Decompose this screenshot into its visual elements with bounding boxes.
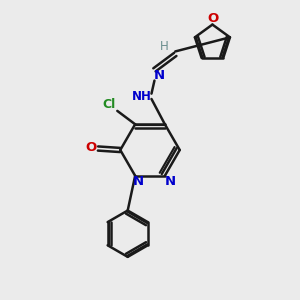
Text: N: N — [154, 69, 165, 82]
Text: Cl: Cl — [102, 98, 116, 111]
Text: NH: NH — [132, 90, 152, 103]
Text: N: N — [133, 175, 144, 188]
Text: O: O — [207, 11, 219, 25]
Text: O: O — [86, 141, 97, 154]
Text: N: N — [165, 175, 176, 188]
Text: H: H — [160, 40, 168, 53]
